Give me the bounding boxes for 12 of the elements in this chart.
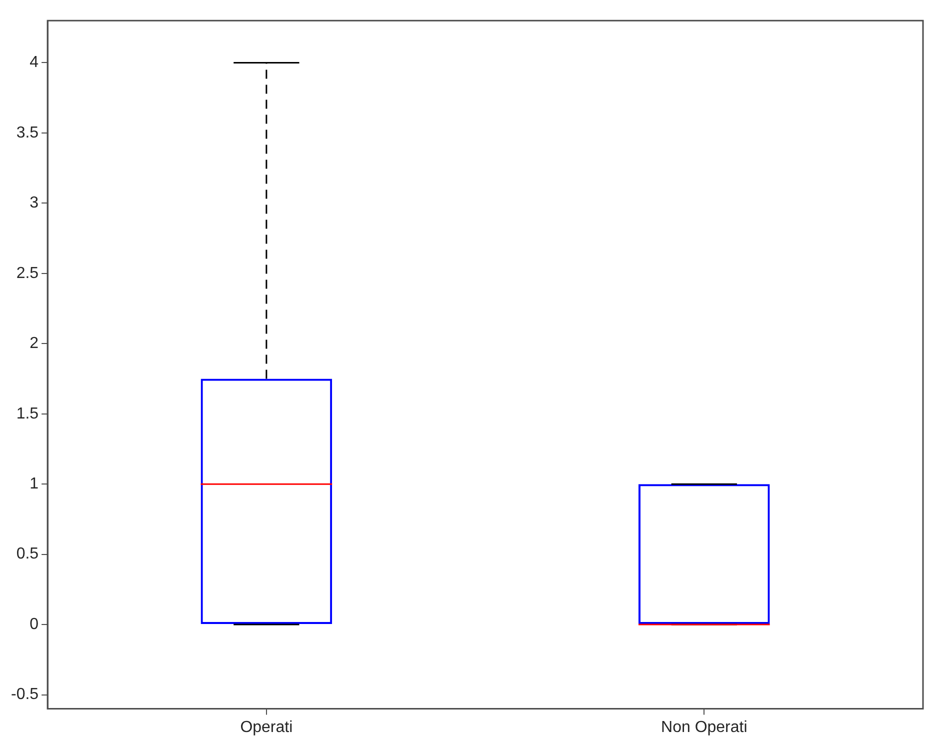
y-tick-label: 0.5 bbox=[16, 546, 39, 563]
y-tick-label: 4 bbox=[30, 54, 39, 72]
y-tick-label: 3 bbox=[30, 194, 39, 212]
x-tick-label: Non Operati bbox=[661, 718, 748, 736]
y-tick-label: 2.5 bbox=[16, 264, 39, 282]
y-tick-label: 2 bbox=[30, 335, 39, 352]
y-tick-label: 1 bbox=[30, 475, 39, 492]
y-tick-label: 0 bbox=[30, 616, 39, 633]
y-tick-label: 3.5 bbox=[16, 124, 39, 142]
x-tick-label: Operati bbox=[240, 718, 293, 736]
y-tick-label: 1.5 bbox=[16, 405, 39, 422]
y-tick-label: -0.5 bbox=[10, 686, 39, 704]
